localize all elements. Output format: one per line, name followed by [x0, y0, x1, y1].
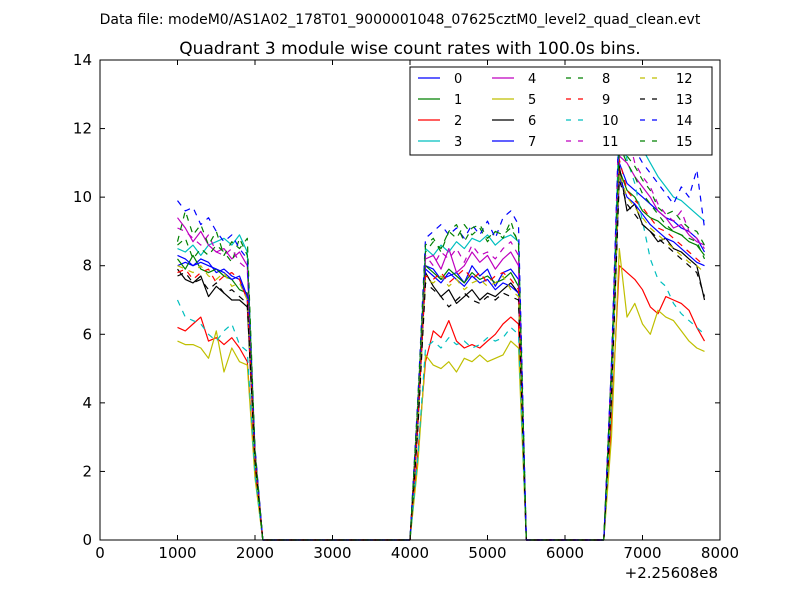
legend-label-2: 2	[454, 114, 462, 129]
x-tick-label: 4000	[391, 544, 429, 562]
legend-label-8: 8	[602, 72, 610, 87]
x-offset-label: +2.25608e8	[625, 564, 718, 582]
series-group	[176, 107, 706, 541]
x-tick-label: 5000	[468, 544, 506, 562]
y-tick-label: 12	[73, 120, 92, 138]
y-tick-label: 0	[82, 531, 92, 549]
series-line-14	[177, 114, 706, 541]
x-tick-label: 6000	[546, 544, 584, 562]
x-tick-label: 1000	[158, 544, 196, 562]
y-tick-label: 2	[82, 462, 92, 480]
legend-label-7: 7	[528, 135, 536, 150]
x-tick-label: 0	[95, 544, 105, 562]
series-line-12	[177, 172, 705, 541]
legend-label-11: 11	[602, 135, 619, 150]
series-line-13	[177, 179, 706, 541]
chart-title: Quadrant 3 module wise count rates with …	[179, 39, 640, 59]
legend-label-4: 4	[528, 72, 536, 87]
series-line-10	[176, 128, 705, 541]
legend-label-12: 12	[676, 72, 693, 87]
x-tick-label: 7000	[623, 544, 661, 562]
legend-label-1: 1	[454, 93, 462, 108]
legend-label-3: 3	[454, 135, 462, 150]
y-tick-label: 4	[82, 394, 92, 412]
y-tick-label: 14	[73, 51, 92, 69]
y-tick-label: 8	[82, 257, 92, 275]
legend-label-9: 9	[602, 93, 610, 108]
legend-label-10: 10	[602, 114, 619, 129]
x-tick-label: 8000	[701, 544, 739, 562]
y-tick-label: 6	[82, 325, 92, 343]
x-tick-label: 2000	[236, 544, 274, 562]
x-tick-label: 3000	[313, 544, 351, 562]
series-line-5	[177, 248, 705, 541]
legend-label-13: 13	[676, 93, 693, 108]
legend-label-0: 0	[454, 72, 462, 87]
legend-label-15: 15	[676, 135, 693, 150]
chart-suptitle: Data file: modeM0/AS1A02_178T01_90000010…	[100, 12, 701, 28]
y-tick-label: 10	[73, 188, 92, 206]
legend-box	[409, 66, 713, 156]
legend-label-5: 5	[528, 93, 536, 108]
legend-label-14: 14	[676, 114, 693, 129]
x-axis-ticks: 0 1000 2000 3000 4000 5000 6000 7000 8000	[95, 60, 739, 562]
legend-label-6: 6	[528, 114, 536, 129]
